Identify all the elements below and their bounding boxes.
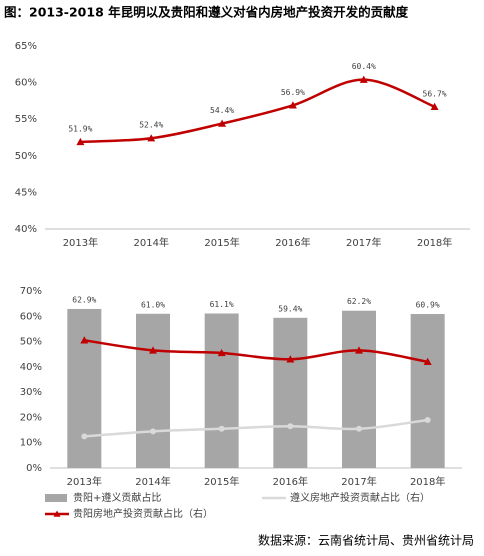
marker [147, 134, 156, 142]
marker [355, 346, 363, 354]
bar [342, 310, 376, 468]
x-tick-label: 2016年 [273, 475, 308, 488]
marker [80, 336, 89, 344]
y-tick-label: 10% [20, 438, 42, 449]
x-tick-label: 2017年 [346, 236, 381, 249]
y-tick-label: 30% [20, 387, 42, 398]
marker [150, 428, 156, 435]
y-tick-label: 70% [20, 286, 42, 297]
value-label: 54.4% [210, 106, 234, 115]
bar [136, 313, 170, 468]
x-tick-label: 2014年 [135, 475, 170, 488]
marker [287, 423, 294, 430]
bar [273, 317, 308, 468]
page-title: 图：2013-2018 年昆明以及贵阳和遵义对省内房地产投资开发的贡献度 [4, 5, 409, 20]
x-tick-label: 2015年 [204, 475, 239, 488]
marker [149, 346, 157, 354]
marker [288, 101, 297, 109]
value-label: 62.2% [347, 297, 371, 306]
y-tick-label: 60% [20, 311, 42, 322]
y-tick-label: 50% [15, 151, 37, 162]
y-tick-label: 40% [15, 224, 37, 235]
marker [430, 102, 439, 110]
marker [286, 355, 295, 363]
y-tick-label: 55% [15, 114, 37, 125]
value-label: 60.9% [416, 301, 440, 310]
y-tick-label: 50% [20, 337, 42, 348]
bar [67, 308, 102, 468]
y-tick-label: 60% [15, 78, 37, 89]
value-label: 61.1% [210, 300, 234, 309]
legend-swatch [53, 510, 61, 517]
value-label: 60.4% [352, 62, 376, 71]
line [80, 78, 436, 144]
line [84, 339, 428, 364]
x-tick-label: 2018年 [417, 236, 452, 249]
x-tick-label: 2013年 [67, 475, 102, 488]
value-label: 59.4% [278, 304, 302, 313]
marker [81, 433, 88, 440]
bar [410, 314, 445, 468]
marker [218, 425, 225, 432]
value-label: 52.4% [139, 121, 163, 130]
value-label: 56.9% [281, 88, 305, 97]
value-label: 51.9% [68, 124, 92, 133]
x-tick-label: 2018年 [410, 475, 445, 488]
legend-label: 贵阳房地产投资贡献占比（右） [73, 507, 213, 520]
x-tick-label: 2013年 [63, 236, 98, 249]
value-label: 56.7% [423, 89, 447, 98]
value-label: 62.9% [72, 295, 96, 304]
legend-label: 贵阳+遵义贡献占比 [73, 491, 161, 504]
x-tick-label: 2016年 [275, 236, 310, 249]
source-note: 数据来源：云南省统计局、贵州省统计局 [258, 533, 474, 548]
marker [76, 137, 85, 146]
y-tick-label: 0% [26, 463, 42, 474]
legend-label: 遵义房地产投资贡献占比（右） [290, 491, 430, 504]
y-tick-label: 65% [15, 41, 37, 52]
value-label: 61.0% [141, 300, 165, 309]
y-tick-label: 45% [15, 187, 37, 198]
marker [423, 357, 432, 365]
x-tick-label: 2017年 [341, 475, 376, 488]
marker [356, 425, 362, 432]
marker [217, 348, 226, 357]
marker [359, 75, 368, 83]
bar [204, 313, 239, 468]
marker [218, 119, 227, 127]
marker [424, 416, 431, 423]
y-tick-label: 40% [20, 362, 42, 373]
x-tick-label: 2014年 [134, 236, 169, 249]
y-tick-label: 20% [20, 412, 42, 423]
legend-swatch [45, 494, 67, 502]
x-tick-label: 2015年 [204, 236, 239, 249]
line [84, 418, 428, 438]
